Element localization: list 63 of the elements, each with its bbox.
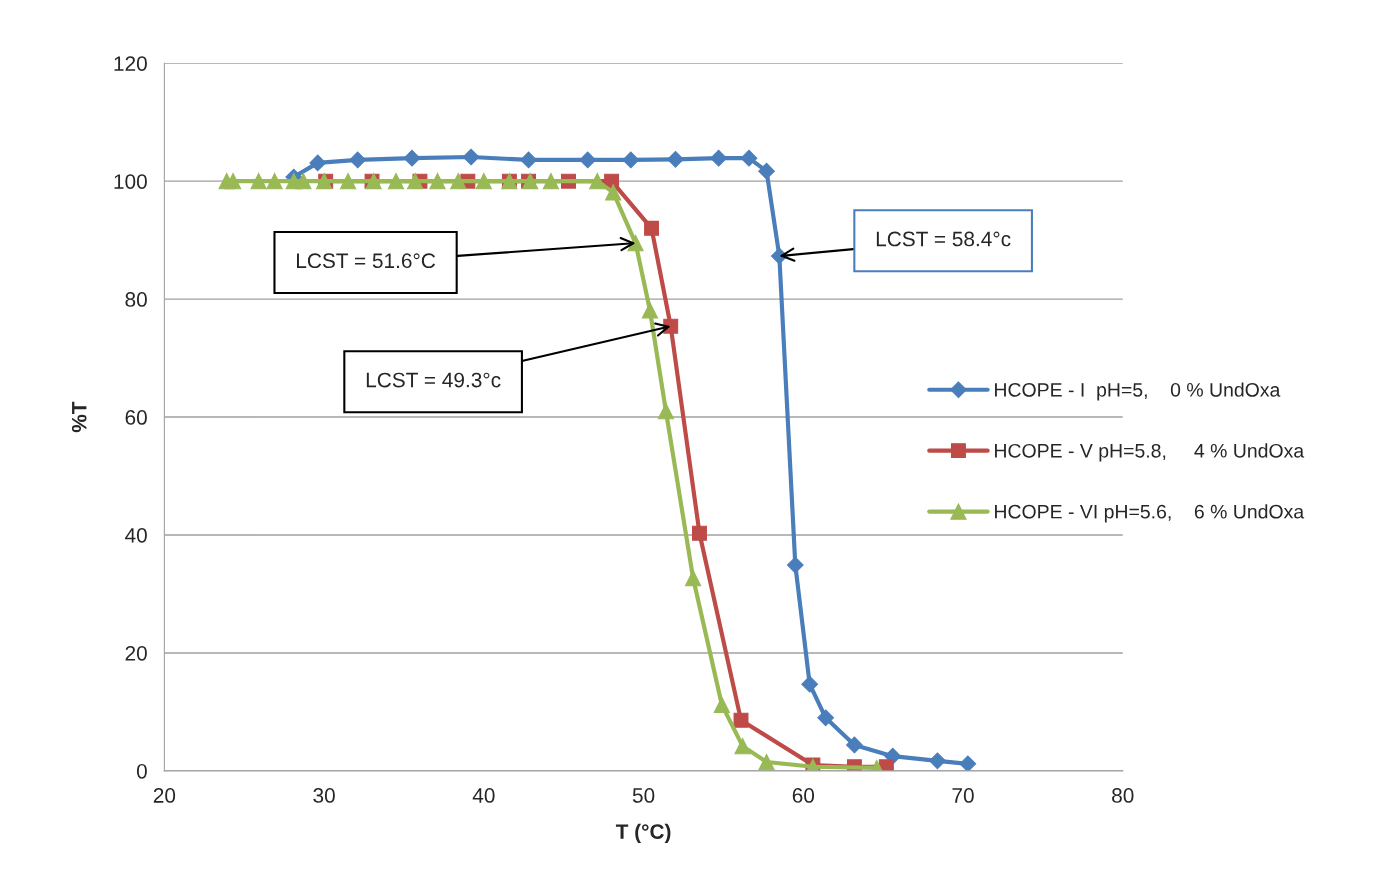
point [758, 162, 775, 180]
x-tick-label: 20 [153, 788, 176, 803]
y-tick-label: 0 [136, 763, 147, 779]
x-tick-label: 40 [472, 788, 495, 803]
point [295, 173, 312, 190]
point [801, 675, 819, 693]
y-tick-label: 40 [125, 528, 147, 543]
point [450, 173, 467, 190]
point [627, 234, 644, 252]
legend-label: HCOPE - VI pH=5.6, 6 % UndOxa [995, 504, 1305, 523]
point [959, 755, 977, 771]
point [224, 173, 242, 190]
point [579, 151, 597, 169]
annotation: LCST = 58.4°c [876, 231, 1011, 247]
legend-label: HCOPE - V pH=5.8, 4 % UndOxa [995, 443, 1305, 462]
point [462, 148, 480, 166]
point [684, 569, 702, 587]
point [349, 151, 367, 169]
point [667, 150, 684, 168]
point [309, 154, 327, 172]
y-tick-label: 120 [114, 56, 147, 71]
point [520, 151, 537, 169]
point [846, 736, 863, 754]
x-tick-label: 50 [632, 788, 655, 803]
point [710, 149, 728, 167]
y-tick-label: 80 [125, 292, 147, 307]
annotation: LCST = 49.3°c [366, 372, 501, 388]
point [250, 173, 267, 190]
point [657, 402, 675, 420]
point [589, 173, 606, 190]
point [475, 173, 492, 190]
point [733, 712, 749, 728]
point [734, 737, 751, 755]
point [605, 184, 622, 201]
x-tick-label: 80 [1112, 788, 1134, 803]
point [786, 556, 804, 574]
point [266, 173, 283, 190]
point [406, 173, 424, 190]
y-tick-label: 100 [114, 174, 147, 189]
point [817, 709, 835, 727]
point [403, 149, 421, 167]
legend-label: HCOPE - I pH=5, 0 % UndOxa [995, 382, 1281, 401]
point [641, 302, 659, 319]
point [622, 151, 640, 169]
x-tick-label: 70 [952, 788, 974, 803]
y-tick-label: 60 [125, 410, 147, 425]
x-tick-label: 60 [792, 788, 815, 803]
annotation: LCST = 51.6°C [297, 253, 436, 269]
point [758, 753, 775, 771]
point [339, 173, 357, 190]
point [692, 525, 707, 541]
point [387, 173, 405, 190]
point [740, 149, 758, 167]
point [713, 696, 730, 713]
point [429, 173, 446, 190]
y-axis-title: %T [71, 401, 87, 433]
point [929, 752, 946, 770]
y-tick-label: 20 [125, 645, 147, 661]
point [542, 173, 560, 190]
point [878, 759, 894, 771]
point [644, 220, 660, 236]
x-tick-label: 30 [313, 788, 335, 803]
x-axis-title: T (°C) [615, 823, 671, 844]
